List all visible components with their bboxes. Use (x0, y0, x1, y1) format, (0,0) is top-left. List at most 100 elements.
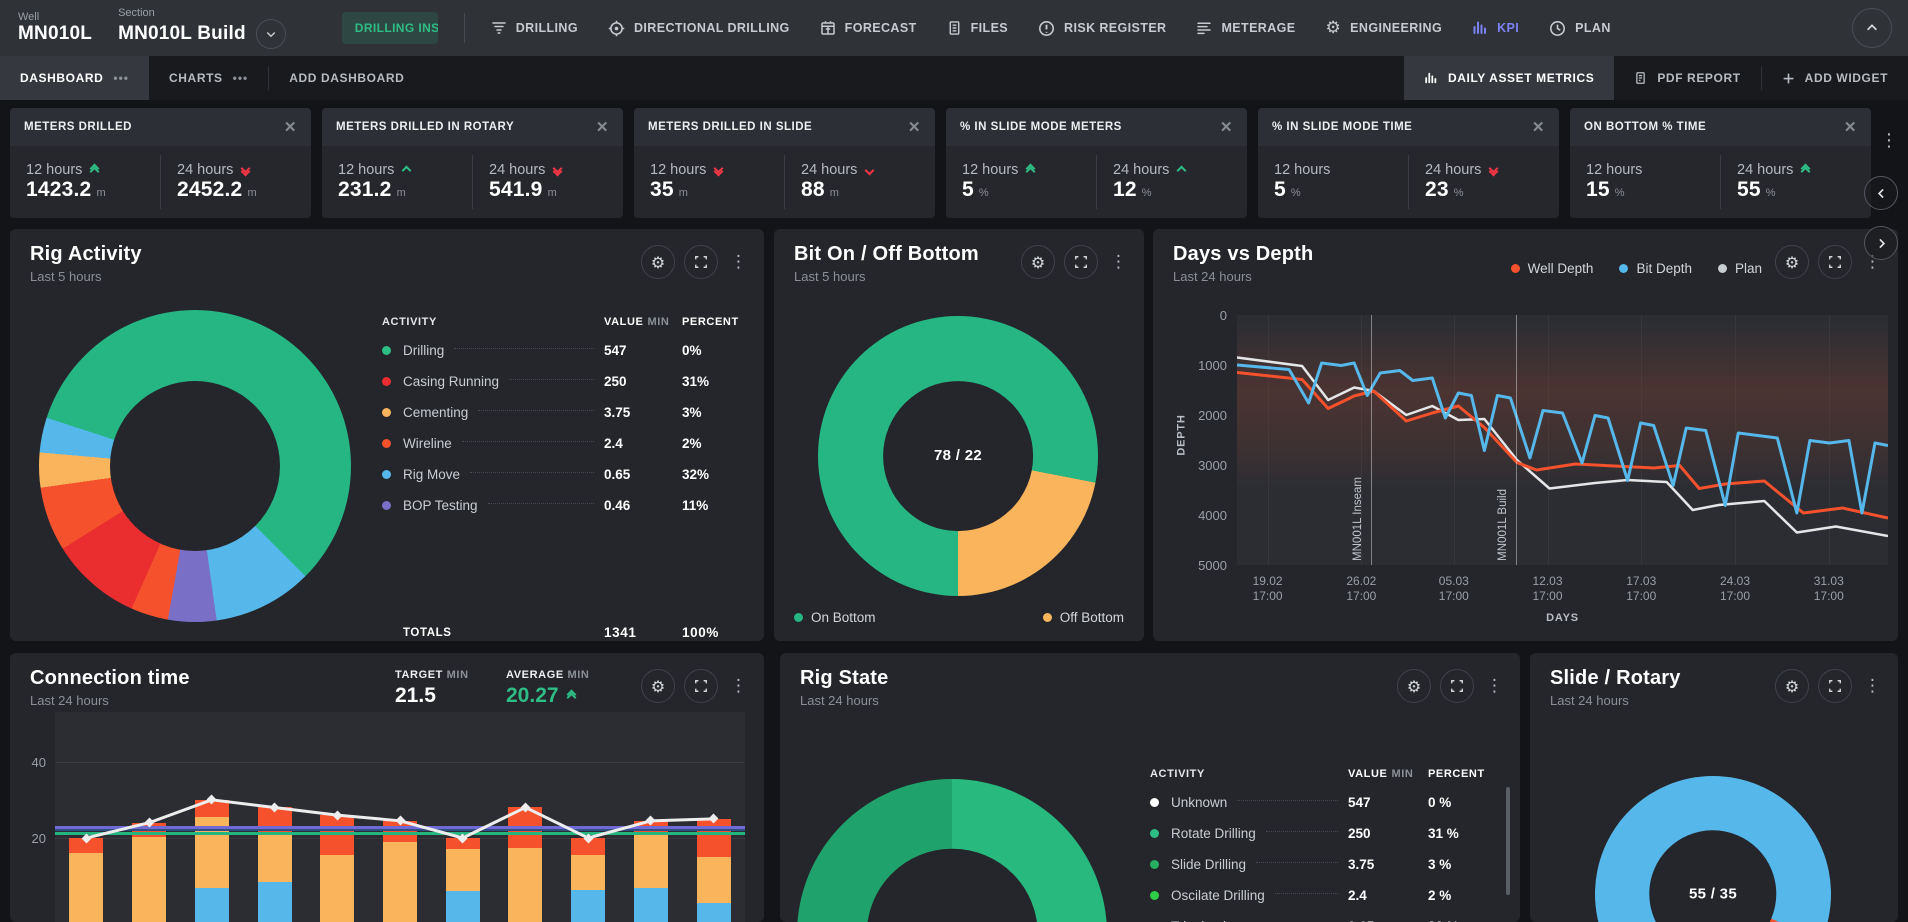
rig-state-donut-chart[interactable] (797, 779, 1107, 922)
bit-bottom-donut-chart[interactable]: 78 / 22 (818, 316, 1098, 596)
panel-menu-icon[interactable]: ⋮ (1864, 676, 1881, 696)
tab-charts[interactable]: CHARTS ••• (149, 56, 268, 100)
panel-menu-icon[interactable]: ⋮ (730, 252, 747, 272)
settings-gear-icon[interactable]: ⚙ (1021, 245, 1055, 279)
kpi-row-menu-icon[interactable]: ⋮ (1880, 130, 1898, 151)
close-icon[interactable]: ✕ (1219, 119, 1233, 136)
legend-on-bottom[interactable]: On Bottom (794, 610, 876, 625)
x-tick-time: 17:00 (1626, 589, 1657, 603)
tab-menu-icon[interactable]: ••• (113, 71, 130, 85)
bar-segment (696, 902, 731, 922)
fullscreen-icon[interactable] (1818, 245, 1852, 279)
bar-segment (132, 836, 167, 922)
alert-circle-icon (1039, 20, 1055, 36)
legend-well-depth[interactable]: Well Depth (1510, 261, 1593, 276)
rig-activity-table: ACTIVITY VALUE MIN PERCENT Drilling 547 0… (382, 309, 740, 640)
trend-down-double-icon (1488, 163, 1499, 177)
collapse-header-button[interactable] (1852, 8, 1892, 48)
series-color-dot (1150, 829, 1159, 838)
kpi-card--in-slide-mode-time: % IN SLIDE MODE TIME ✕ 12 hours 5% 24 ho… (1258, 108, 1559, 218)
legend-label: On Bottom (811, 610, 876, 625)
table-scrollbar[interactable] (1506, 787, 1510, 895)
x-axis-title: DAYS (1546, 612, 1579, 624)
row-label: Rotate Drilling (1171, 826, 1256, 841)
settings-gear-icon[interactable]: ⚙ (1775, 245, 1809, 279)
settings-gear-icon[interactable]: ⚙ (641, 669, 675, 703)
nav-item-meterage[interactable]: METERAGE (1196, 20, 1295, 36)
close-icon[interactable]: ✕ (1843, 119, 1857, 136)
close-icon[interactable]: ✕ (907, 119, 921, 136)
nav-item-kpi[interactable]: KPI (1472, 20, 1519, 36)
table-row: Rig Move 0.65 32% (382, 459, 740, 490)
kpi-24h-column: 24 hours 88 m (784, 155, 935, 209)
tab-dashboard[interactable]: DASHBOARD ••• (0, 56, 150, 100)
legend-dot (1510, 264, 1520, 273)
pdf-report-button[interactable]: PDF REPORT (1614, 56, 1760, 100)
row-percent: 2 % (1428, 888, 1452, 903)
nav-item-forecast[interactable]: FORECAST (820, 20, 917, 36)
row-label: Drilling (403, 343, 445, 358)
connection-time-chart[interactable] (55, 712, 745, 922)
close-icon[interactable]: ✕ (283, 119, 297, 136)
bar-segment (320, 815, 355, 856)
add-dashboard-button[interactable]: ADD DASHBOARD (269, 56, 424, 100)
annotation-line: MN001L Inseam (1352, 315, 1373, 565)
settings-gear-icon[interactable]: ⚙ (641, 245, 675, 279)
nav-item-directional-drilling[interactable]: DIRECTIONAL DRILLING (608, 20, 790, 37)
nav-item-files[interactable]: FILES (947, 20, 1008, 36)
fullscreen-icon[interactable] (684, 669, 718, 703)
nav-item-risk-register[interactable]: RISK REGISTER (1038, 20, 1166, 37)
settings-gear-icon[interactable]: ⚙ (1775, 669, 1809, 703)
row-percent: 3 % (1428, 857, 1452, 872)
trend-up-double-icon (1800, 163, 1811, 177)
days-depth-chart[interactable]: MN001L Inseam MN001L Build (1237, 315, 1888, 565)
kpi-scroll-right-button[interactable] (1864, 226, 1898, 260)
kpi-scroll-left-button[interactable] (1864, 176, 1898, 210)
gridline (1828, 315, 1830, 565)
drilling-status-badge[interactable]: DRILLING INS (341, 12, 438, 44)
fullscreen-icon[interactable] (1440, 669, 1474, 703)
dotted-leader (487, 503, 594, 504)
panel-menu-icon[interactable]: ⋮ (1486, 676, 1503, 696)
close-icon[interactable]: ✕ (595, 119, 609, 136)
kpi-card-body: 12 hours 1423.2 m 24 hours 2452.2 m (10, 146, 311, 218)
x-tick-time: 17:00 (1252, 589, 1283, 603)
fullscreen-icon[interactable] (684, 245, 718, 279)
kpi-card-title: METERS DRILLED IN SLIDE (648, 121, 813, 133)
panel-menu-icon[interactable]: ⋮ (730, 676, 747, 696)
daily-asset-metrics-button[interactable]: DAILY ASSET METRICS (1404, 56, 1615, 100)
dotted-leader (1237, 800, 1338, 801)
row-value: 250 (604, 374, 627, 389)
tab-menu-icon[interactable]: ••• (232, 71, 249, 85)
close-icon[interactable]: ✕ (1531, 119, 1545, 136)
nav-item-engineering[interactable]: ⚙ ENGINEERING (1326, 19, 1443, 37)
x-tick: 05.03 17:00 (1419, 574, 1489, 604)
settings-gear-icon[interactable]: ⚙ (1397, 669, 1431, 703)
fullscreen-icon[interactable] (1064, 245, 1098, 279)
legend-label: Bit Depth (1636, 261, 1692, 276)
section-dropdown-button[interactable] (255, 19, 286, 49)
clock-icon (1550, 20, 1566, 36)
legend-off-bottom[interactable]: Off Bottom (1042, 610, 1124, 625)
rig-activity-donut-chart[interactable] (39, 310, 351, 622)
fullscreen-icon[interactable] (1818, 669, 1852, 703)
series-color-dot (1150, 891, 1159, 900)
add-widget-button[interactable]: ADD WIDGET (1762, 56, 1908, 100)
x-tick-time: 17:00 (1346, 589, 1377, 603)
divider (268, 66, 270, 90)
nav-item-plan[interactable]: PLAN (1549, 20, 1611, 37)
nav-label: PLAN (1575, 21, 1611, 35)
panel-menu-icon[interactable]: ⋮ (1110, 252, 1127, 272)
section-label: Section (118, 7, 155, 19)
trend-up-double-icon (1025, 163, 1036, 177)
legend-bit-depth[interactable]: Bit Depth (1619, 261, 1692, 276)
slide-rotary-donut-chart[interactable]: 55 / 35 (1595, 776, 1831, 922)
nav-label: FORECAST (844, 21, 917, 35)
kpi-card-title: METERS DRILLED IN ROTARY (336, 121, 515, 133)
connection-time-panel: Connection time Last 24 hours TARGET MIN… (10, 653, 764, 922)
legend-plan[interactable]: Plan (1717, 261, 1762, 276)
x-tick-date: 26.02 (1346, 574, 1377, 588)
nav-item-drilling[interactable]: DRILLING (491, 20, 578, 36)
row-value: 2.4 (1348, 888, 1367, 903)
donut-hole (109, 380, 281, 552)
